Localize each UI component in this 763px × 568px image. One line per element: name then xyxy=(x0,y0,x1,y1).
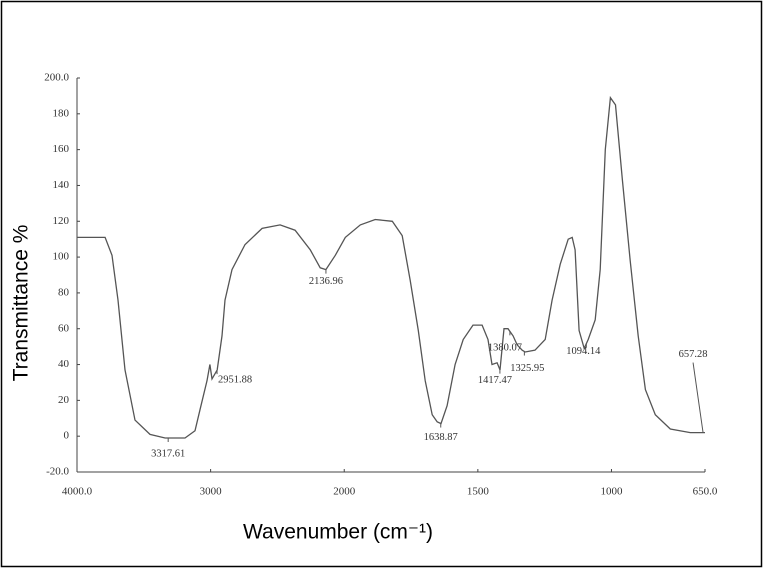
peak-label: 2136.96 xyxy=(309,276,343,287)
peak-label: 3317.61 xyxy=(151,448,185,459)
peak-label: 1094.14 xyxy=(566,346,601,357)
peak-label: 2951.88 xyxy=(218,375,252,386)
y-tick-label: 140 xyxy=(53,179,70,191)
y-tick-label: 100 xyxy=(53,251,70,263)
y-tick-label: 160 xyxy=(53,143,70,155)
y-tick-label: 80 xyxy=(58,286,70,298)
peak-label: 657.28 xyxy=(679,349,708,360)
y-tick-label: 200.0 xyxy=(44,72,69,84)
y-tick-label: 0 xyxy=(64,430,70,442)
x-tick-label: 2000 xyxy=(333,486,356,498)
y-tick-label: 60 xyxy=(58,322,70,334)
y-tick-label: -20.0 xyxy=(46,466,69,478)
y-tick-label: 40 xyxy=(58,358,70,370)
peak-leader xyxy=(692,362,704,433)
x-axis-title: Wavenumber (cm⁻¹) xyxy=(243,521,433,544)
peak-label: 1638.87 xyxy=(424,432,458,443)
peak-label: 1380.07 xyxy=(488,343,522,354)
x-tick-label: 1500 xyxy=(467,486,490,498)
y-axis-title: Transmittance % xyxy=(10,225,33,382)
y-tick-label: 180 xyxy=(53,107,70,119)
x-tick-label: 650.0 xyxy=(693,486,718,498)
y-tick-label: 20 xyxy=(58,394,70,406)
spectrum-line xyxy=(77,95,705,439)
x-tick-label: 4000.0 xyxy=(62,486,93,498)
x-tick-label: 3000 xyxy=(200,486,223,498)
peak-label: 1325.95 xyxy=(510,363,544,374)
x-tick-label: 1000 xyxy=(600,486,623,498)
peak-label: 1417.47 xyxy=(478,375,512,386)
y-tick-label: 120 xyxy=(53,215,70,227)
